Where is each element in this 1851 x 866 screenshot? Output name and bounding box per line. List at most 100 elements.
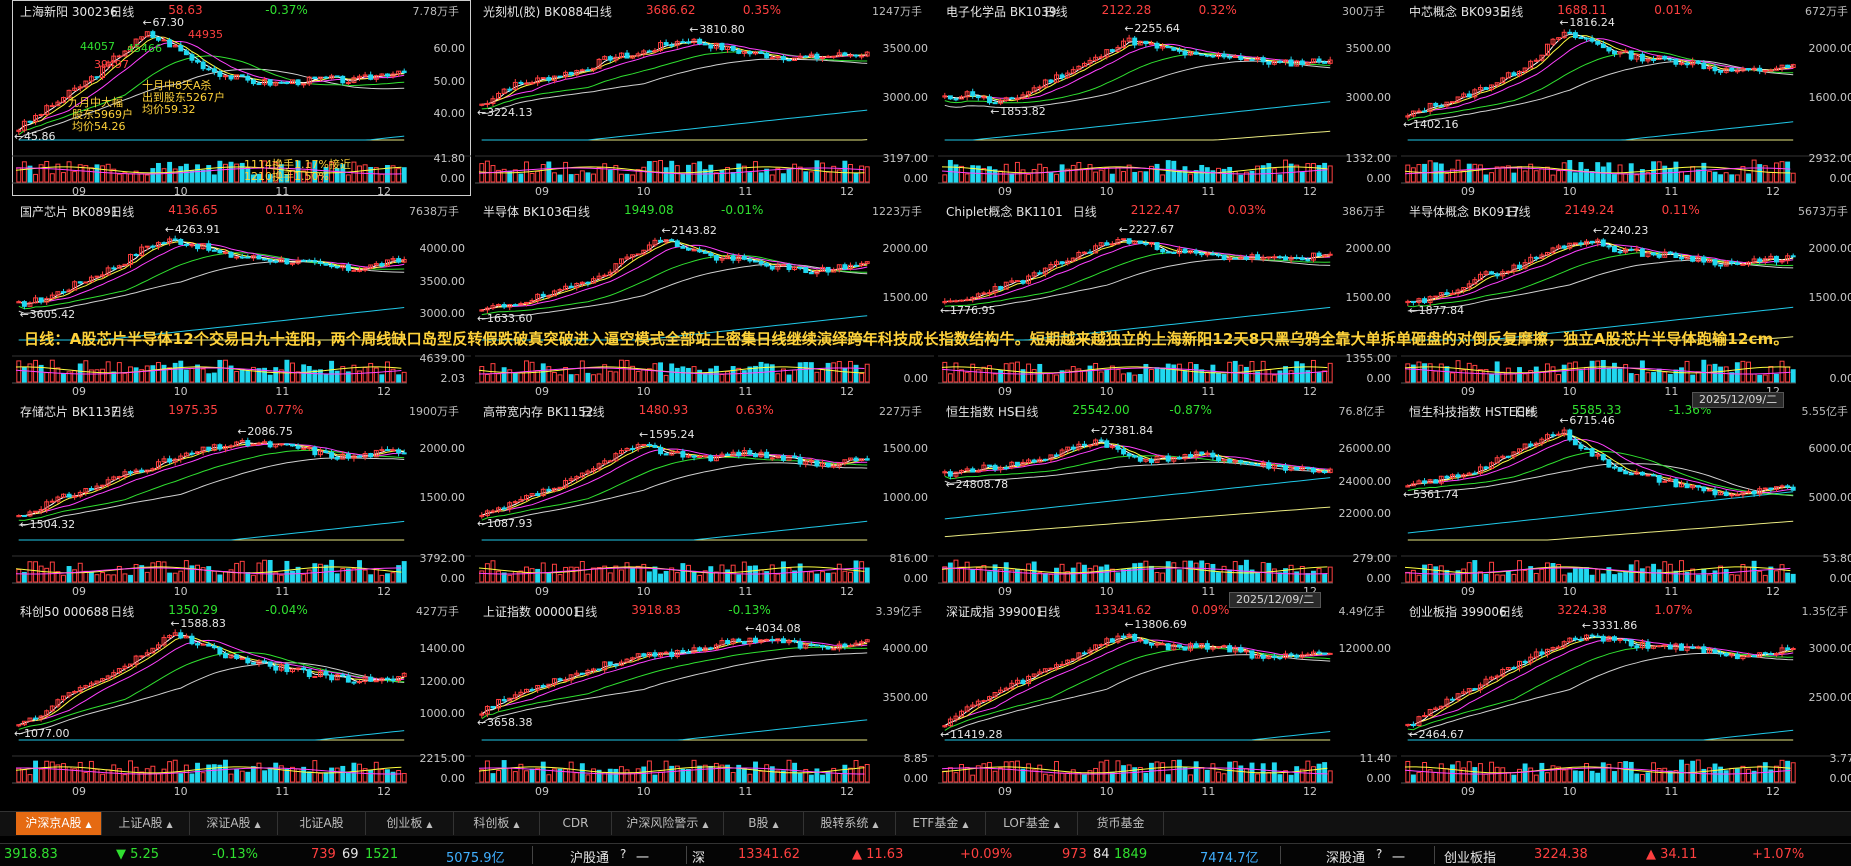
price-axis-label: 2000.00 <box>1798 242 1851 255</box>
candle-body <box>1295 467 1299 469</box>
month-axis-label: 10 <box>1100 385 1114 398</box>
kline-chart[interactable] <box>12 600 471 796</box>
volume-bar <box>279 575 283 582</box>
kline-chart[interactable] <box>1401 400 1851 596</box>
candle-body <box>1786 648 1790 650</box>
candle-body <box>670 240 674 241</box>
sgt-info-icon[interactable]: ? <box>1376 847 1382 861</box>
volume-bar <box>787 568 791 582</box>
market-tab[interactable]: 股转系统▲ <box>804 812 896 835</box>
volume-bar <box>580 361 584 382</box>
market-tab[interactable]: LOF基金▲ <box>986 812 1078 835</box>
volume-bar <box>207 567 211 582</box>
candle-body <box>954 301 958 302</box>
volume-bar <box>22 770 26 782</box>
candle-body <box>809 461 813 462</box>
volume-bar <box>1506 773 1510 782</box>
volume-bar <box>692 760 696 782</box>
candle-body <box>34 511 38 512</box>
volume-bar <box>1590 172 1594 182</box>
volume-bar <box>190 368 194 382</box>
market-tab-label: ETF基金 <box>913 816 959 830</box>
kline-chart[interactable] <box>938 400 1397 596</box>
volume-bar <box>1652 162 1656 182</box>
candle-body <box>1473 689 1477 690</box>
volume-bar <box>134 565 138 582</box>
candle-body <box>1451 102 1455 103</box>
candle-body <box>1652 475 1656 476</box>
candle-body <box>196 644 200 645</box>
market-tab[interactable]: 货币基金 <box>1078 812 1164 835</box>
chart-note: 44935 <box>188 28 223 41</box>
arrow-icon: ← <box>477 312 486 325</box>
low-price-annotation: 1776.95 <box>950 304 996 317</box>
market-tab[interactable]: B股▲ <box>724 812 804 835</box>
candle-body <box>1261 58 1265 62</box>
market-tab[interactable]: 沪深京A股▲ <box>16 812 102 835</box>
candle-body <box>530 83 534 84</box>
candle-body <box>1088 252 1092 253</box>
candle-body <box>246 441 250 446</box>
candle-body <box>1573 33 1577 38</box>
volume-bar <box>1010 363 1014 382</box>
kline-chart[interactable] <box>1401 0 1851 196</box>
volume-bar <box>1094 172 1098 182</box>
kline-chart[interactable] <box>475 400 934 596</box>
market-tab[interactable]: 沪深风险警示▲ <box>612 812 724 835</box>
candle-body <box>1735 71 1739 72</box>
candle-body <box>1702 647 1706 653</box>
hgt-info-icon[interactable]: ? <box>620 847 626 861</box>
candle-body <box>1434 480 1438 483</box>
market-tab[interactable]: CDR <box>540 812 612 835</box>
market-tab[interactable]: 科创板▲ <box>454 812 540 835</box>
volume-bar <box>1205 372 1209 382</box>
volume-bar <box>843 161 847 182</box>
kline-chart[interactable] <box>12 200 471 396</box>
candle-body <box>391 450 395 451</box>
market-tab[interactable]: 创业板▲ <box>366 812 454 835</box>
hgt-label[interactable]: 沪股通 <box>570 847 609 866</box>
candle-body <box>698 648 702 651</box>
candle-body <box>832 466 836 467</box>
low-price-annotation: 5361.74 <box>1413 488 1459 501</box>
market-tab[interactable]: 上证A股▲ <box>102 812 190 835</box>
volume-bar <box>948 374 952 382</box>
volume-bar <box>592 375 596 382</box>
volume-bar <box>497 374 501 382</box>
sgt-label[interactable]: 深股通 <box>1326 847 1365 866</box>
market-tab[interactable]: 北证A股 <box>278 812 366 835</box>
market-tab[interactable]: 深证A股▲ <box>190 812 278 835</box>
candle-body <box>263 259 267 260</box>
volume-bar <box>1060 165 1064 182</box>
candle-body <box>22 302 26 307</box>
candle-body <box>976 96 980 98</box>
candle-body <box>1529 444 1533 446</box>
volume-bar <box>541 364 545 382</box>
candle-body <box>670 45 674 46</box>
kline-chart[interactable] <box>475 600 934 796</box>
sh-down-count: 1521 <box>365 847 398 862</box>
month-axis-label: 09 <box>535 185 549 198</box>
arrow-icon: ← <box>940 728 949 741</box>
market-tab[interactable]: ETF基金▲ <box>896 812 986 835</box>
candle-body <box>268 442 272 447</box>
volume-bar <box>201 369 205 382</box>
volume-bar <box>1043 774 1047 782</box>
candle-body <box>982 293 986 294</box>
candle-body <box>302 260 306 261</box>
